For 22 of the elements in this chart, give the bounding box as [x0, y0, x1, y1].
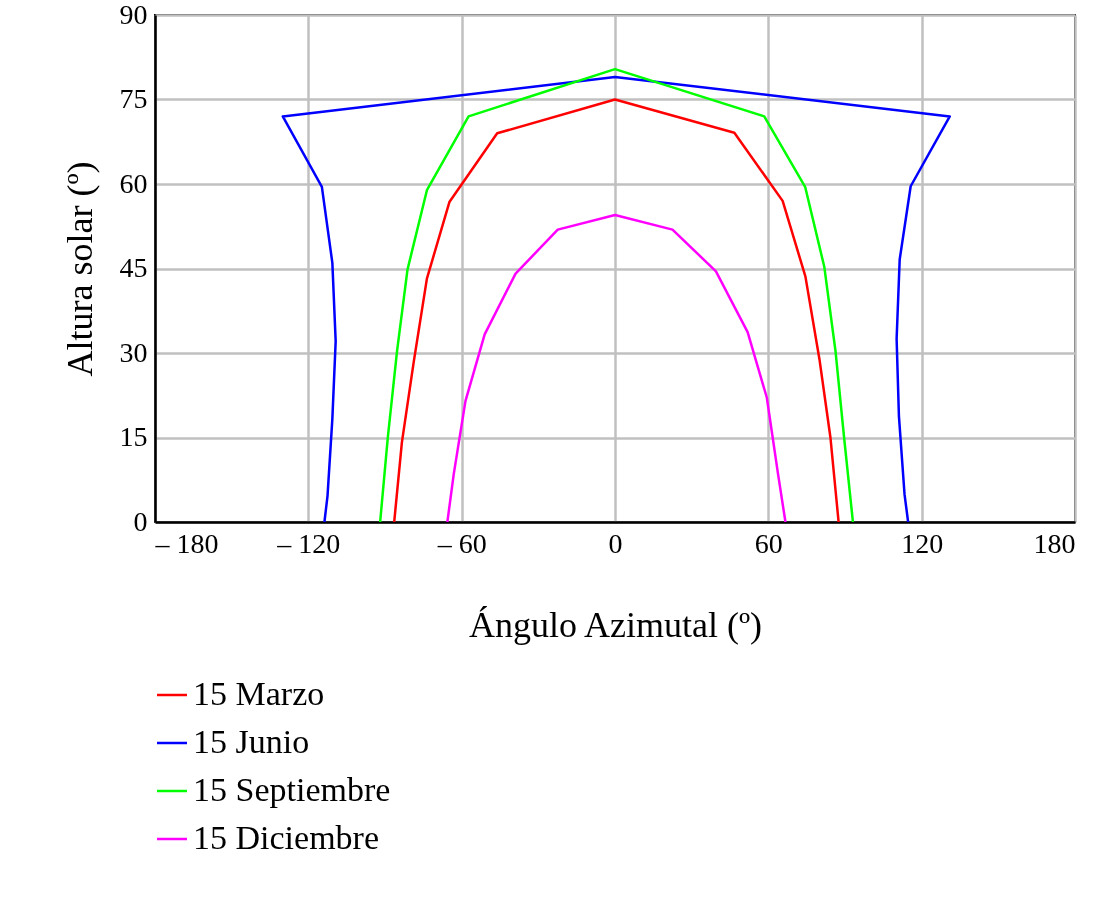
- x-tick-label: – 180: [154, 527, 219, 559]
- y-tick-label: 30: [119, 336, 148, 368]
- x-tick-label: – 120: [276, 527, 341, 559]
- x-tick-label: – 60: [436, 527, 487, 559]
- line-series: [446, 213, 787, 522]
- y-tick-label: 15: [119, 421, 148, 452]
- line-series: [281, 75, 952, 522]
- legend-label: 15 Diciembre: [193, 819, 379, 856]
- legend-label: 15 Junio: [193, 723, 310, 760]
- legend-label: 15 Septiembre: [193, 771, 391, 808]
- x-tick-label: 120: [901, 527, 944, 559]
- y-tick-label: 0: [133, 505, 148, 537]
- y-axis-title: Altura solar (º): [59, 161, 100, 377]
- x-tick-label: 180: [1033, 527, 1076, 559]
- x-axis-title: Ángulo Azimutal (º): [468, 604, 763, 645]
- legend-label: 15 Marzo: [193, 675, 325, 712]
- y-tick-label: 75: [119, 83, 148, 114]
- x-tick-label: 0: [608, 527, 623, 559]
- y-tick-label: 45: [119, 252, 148, 283]
- x-tick-label: 60: [754, 527, 783, 559]
- y-tick-label: 90: [119, 0, 148, 30]
- y-tick-label: 60: [119, 167, 148, 199]
